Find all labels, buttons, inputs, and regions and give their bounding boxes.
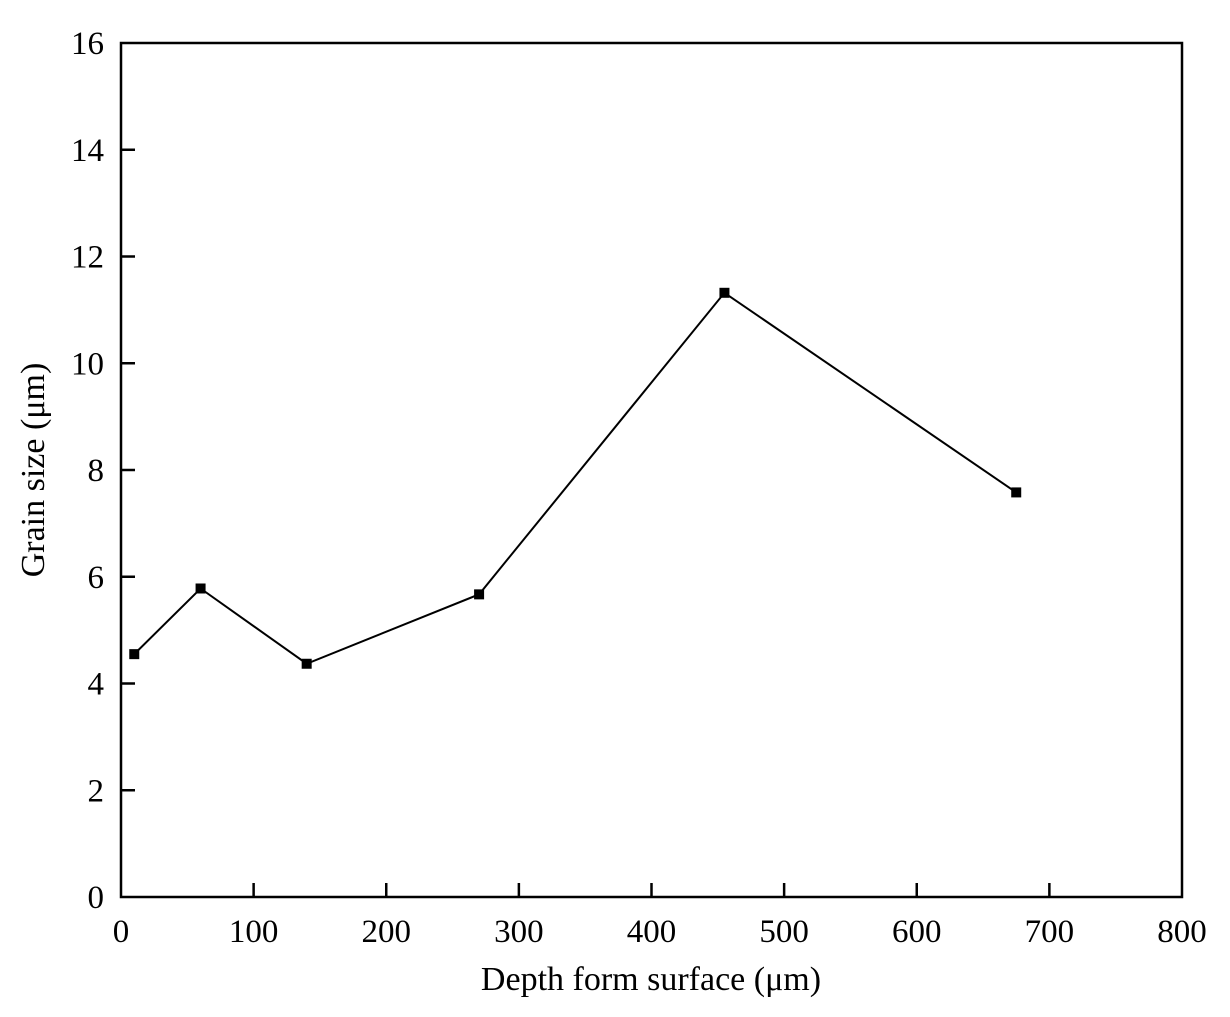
x-tick-label: 100 xyxy=(229,914,279,950)
x-tick-label: 200 xyxy=(362,914,412,950)
y-tick-label: 0 xyxy=(88,880,105,916)
y-axis-title: Grain size (μm) xyxy=(15,363,52,578)
data-point xyxy=(474,589,485,600)
y-tick-label: 8 xyxy=(88,453,105,489)
x-tick-label: 600 xyxy=(892,914,942,950)
x-tick-label: 300 xyxy=(494,914,544,950)
y-tick-label: 4 xyxy=(88,667,105,703)
data-point xyxy=(195,583,206,594)
y-tick-label: 10 xyxy=(71,346,104,382)
y-tick-label: 16 xyxy=(71,26,104,62)
y-tick-label: 12 xyxy=(71,240,104,276)
x-tick-label: 500 xyxy=(759,914,809,950)
data-point xyxy=(1011,487,1022,498)
x-tick-label: 700 xyxy=(1025,914,1075,950)
data-point xyxy=(719,287,730,298)
x-axis: 0 100 200 300 400 500 600 700 800 xyxy=(113,883,1207,950)
y-tick-label: 6 xyxy=(88,560,105,596)
x-tick-label: 0 xyxy=(113,914,130,950)
y-axis: 0 2 4 6 8 10 12 14 16 xyxy=(71,26,135,916)
x-tick-label: 800 xyxy=(1157,914,1207,950)
y-tick-label: 14 xyxy=(71,133,104,169)
x-tick-label: 400 xyxy=(627,914,677,950)
data-point xyxy=(301,658,312,669)
x-axis-title: Depth form surface (μm) xyxy=(481,961,821,998)
series-layer xyxy=(129,287,1022,669)
series-line xyxy=(133,291,1017,665)
plot-frame xyxy=(119,41,1184,899)
data-point xyxy=(129,649,140,660)
y-tick-label: 2 xyxy=(88,773,105,809)
